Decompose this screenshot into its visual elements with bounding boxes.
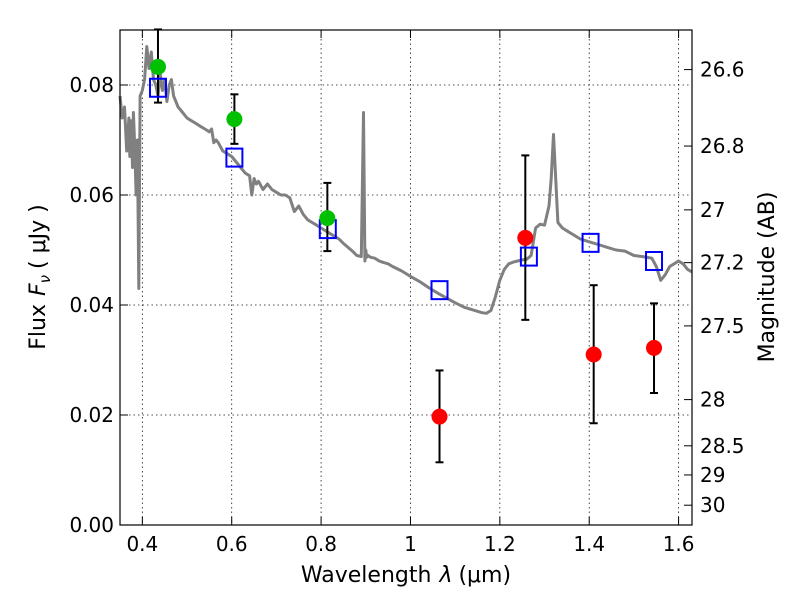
y-tick-label: 0.06 [69, 183, 114, 207]
magnitude-tick-label: 26.8 [700, 134, 745, 158]
model-sed-series [118, 45, 693, 315]
model-photometry-square [581, 232, 600, 253]
data-markers [148, 58, 664, 425]
model-photometry-square [225, 147, 244, 168]
data-point [517, 229, 534, 246]
model-photometry-square [645, 251, 664, 271]
x-tick-label: 0.4 [126, 532, 158, 556]
x-axis-label: Wavelength λ (μm) [301, 563, 511, 588]
y-tick-label: 0.04 [69, 293, 114, 317]
y-tick-label: 0.08 [69, 73, 114, 97]
y2-axis-label: Magnitude (AB) [755, 192, 780, 363]
magnitude-tick-label: 27.2 [700, 251, 745, 275]
data-point [431, 408, 448, 425]
x-tick-label: 0.6 [216, 532, 248, 556]
grid-lines [120, 30, 692, 525]
axis-ticks [120, 30, 692, 526]
plot-frame [119, 29, 693, 526]
magnitude-tick-labels: 26.6 26.8 27 27.2 27.5 28 28.5 29 30 [700, 58, 745, 518]
data-point [646, 339, 663, 356]
data-point [226, 111, 243, 128]
model-photometry-square [430, 280, 449, 301]
x-tick-label: 1.4 [573, 532, 605, 556]
y-tick-labels: 0.00 0.02 0.04 0.06 0.08 [69, 73, 114, 537]
magnitude-tick-label: 27 [700, 198, 725, 222]
magnitude-tick-label: 29 [700, 463, 725, 487]
data-point [149, 58, 166, 75]
magnitude-tick-label: 28 [700, 388, 725, 412]
y-tick-label: 0.02 [69, 403, 114, 427]
x-tick-label: 0.8 [305, 532, 337, 556]
model-photometry-square [148, 77, 167, 98]
x-tick-labels: 0.4 0.6 0.8 1 1.2 1.4 1.6 [126, 532, 694, 556]
model-sed-line [118, 45, 693, 315]
magnitude-tick-label: 28.5 [700, 434, 745, 458]
magnitude-tick-label: 26.6 [700, 58, 745, 82]
y-axis-label: FluxFν( μJy ) [26, 204, 54, 349]
magnitude-tick-label: 30 [700, 493, 725, 517]
y-tick-label: 0.00 [69, 513, 114, 537]
data-point [319, 210, 336, 227]
x-tick-label: 1 [404, 532, 417, 556]
model-photometry-square [519, 246, 538, 267]
data-point [585, 346, 602, 363]
x-tick-label: 1.6 [663, 532, 695, 556]
x-tick-label: 1.2 [484, 532, 516, 556]
magnitude-tick-label: 27.5 [700, 314, 745, 338]
